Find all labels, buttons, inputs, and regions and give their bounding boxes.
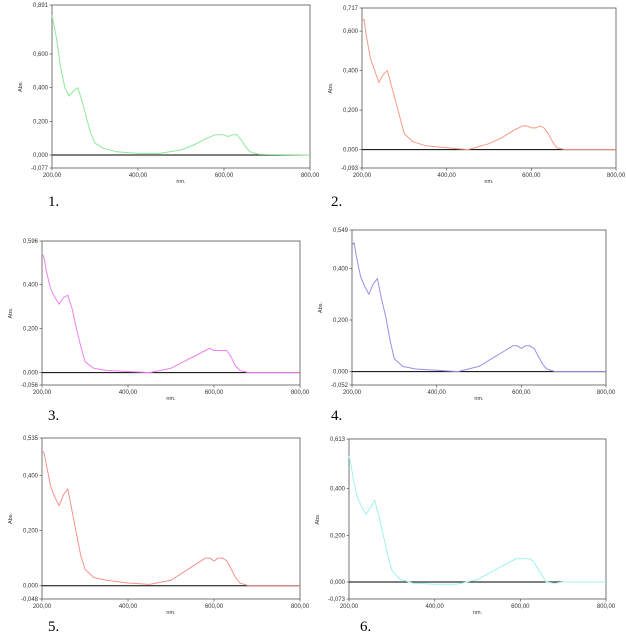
y-tick-label: 0,400 bbox=[330, 487, 346, 493]
y-tick-label: 0,400 bbox=[23, 473, 39, 479]
y-tick-label: -0,073 bbox=[328, 597, 346, 603]
y-tick-label: 0,000 bbox=[343, 148, 359, 154]
x-tick-label: 400,00 bbox=[119, 390, 138, 396]
chart-panel: 0,613 0,400 0,200 0,000 -0,073 200,00 400,00 60… bbox=[310, 432, 626, 640]
y-tick-label: 0,596 bbox=[23, 239, 39, 245]
y-tick-label: 0,200 bbox=[33, 119, 49, 125]
y-tick-label: 0,717 bbox=[343, 6, 359, 12]
panel-number: 1. bbox=[48, 194, 60, 210]
y-tick-label: -0,093 bbox=[341, 166, 359, 172]
y-tick-label: 0,600 bbox=[343, 29, 359, 35]
chart-panel: 0,891 0,600 0,400 0,200 0,000 -0,077 200,00 400… bbox=[0, 0, 320, 215]
x-tick-label: 400,00 bbox=[437, 173, 456, 179]
x-tick-label: 400,00 bbox=[129, 173, 148, 179]
x-tick-label: 800,00 bbox=[291, 604, 310, 610]
panel-number: 6. bbox=[360, 619, 372, 635]
x-tick-label: 400,00 bbox=[119, 604, 138, 610]
y-axis-label: Abs. bbox=[315, 513, 321, 524]
x-tick-label: 600,00 bbox=[205, 390, 224, 396]
y-tick-label: 0,600 bbox=[33, 52, 49, 58]
spectrum-line bbox=[351, 242, 606, 373]
plot-frame bbox=[51, 4, 311, 169]
x-axis-label: nm. bbox=[484, 179, 494, 185]
x-tick-label: 200,00 bbox=[343, 390, 362, 396]
panel-number: 4. bbox=[331, 408, 343, 424]
chart-panel: 0,549 0,400 0,200 0,000 -0,052 200,00 400,00 60… bbox=[310, 218, 626, 428]
x-axis-label: nm. bbox=[166, 396, 176, 402]
spectrum-line bbox=[41, 253, 300, 374]
spectrum-line bbox=[361, 18, 616, 151]
y-tick-label: 0,200 bbox=[330, 533, 346, 539]
panel-number: 3. bbox=[48, 408, 60, 424]
x-tick-label: 200,00 bbox=[340, 604, 359, 610]
x-tick-label: 800,00 bbox=[291, 390, 310, 396]
plot-frame bbox=[348, 438, 607, 600]
x-tick-label: 600,00 bbox=[522, 173, 541, 179]
y-tick-label: 0,400 bbox=[333, 266, 349, 272]
x-tick-label: 800,00 bbox=[301, 173, 320, 179]
y-tick-label: -0,077 bbox=[31, 166, 49, 172]
x-tick-label: 800,00 bbox=[607, 173, 626, 179]
spectrum-line bbox=[41, 450, 300, 587]
y-tick-label: 0,891 bbox=[33, 3, 49, 9]
y-tick-label: -0,052 bbox=[331, 383, 349, 389]
x-tick-label: 400,00 bbox=[425, 604, 444, 610]
y-tick-label: 0,400 bbox=[23, 282, 39, 288]
y-tick-label: 0,200 bbox=[343, 108, 359, 114]
y-tick-label: 0,400 bbox=[33, 86, 49, 92]
x-axis-label: nm. bbox=[474, 396, 484, 402]
spectrum-line bbox=[348, 455, 606, 585]
y-tick-label: 0,549 bbox=[333, 228, 349, 234]
x-tick-label: 600,00 bbox=[215, 173, 234, 179]
panel-number: 5. bbox=[48, 619, 60, 635]
x-tick-label: 200,00 bbox=[43, 173, 62, 179]
x-tick-label: 600,00 bbox=[512, 390, 531, 396]
x-axis-label: nm. bbox=[473, 610, 483, 616]
panel-number: 2. bbox=[331, 194, 343, 210]
y-tick-label: 0,000 bbox=[33, 153, 49, 159]
x-tick-label: 200,00 bbox=[33, 390, 52, 396]
x-axis-label: nm. bbox=[166, 610, 176, 616]
y-axis-label: Abs. bbox=[318, 302, 324, 313]
x-tick-label: 200,00 bbox=[33, 604, 52, 610]
x-tick-label: 800,00 bbox=[597, 604, 616, 610]
x-tick-label: 200,00 bbox=[353, 173, 372, 179]
y-tick-label: -0,056 bbox=[21, 383, 39, 389]
y-tick-label: 0,613 bbox=[330, 437, 346, 443]
y-axis-label: Abs. bbox=[8, 513, 14, 524]
x-tick-label: 600,00 bbox=[511, 604, 530, 610]
y-tick-label: 0,000 bbox=[23, 584, 39, 590]
y-tick-label: 0,400 bbox=[343, 69, 359, 75]
chart-panel: 0,596 0,400 0,200 0,000 -0,056 200,00 400,00 60… bbox=[0, 218, 310, 428]
y-tick-label: 0,000 bbox=[330, 580, 346, 586]
plot-frame bbox=[361, 7, 617, 169]
y-tick-label: -0,048 bbox=[21, 597, 39, 603]
y-tick-label: 0,000 bbox=[23, 371, 39, 377]
y-tick-label: 0,000 bbox=[333, 370, 349, 376]
x-tick-label: 400,00 bbox=[427, 390, 446, 396]
x-tick-label: 800,00 bbox=[597, 390, 616, 396]
chart-panel: 0,717 0,600 0,400 0,200 0,000 -0,093 200,00 400… bbox=[310, 0, 626, 215]
y-tick-label: 0,200 bbox=[23, 326, 39, 332]
x-axis-label: nm. bbox=[176, 179, 186, 185]
y-tick-label: 0,200 bbox=[333, 318, 349, 324]
plot-frame bbox=[41, 437, 301, 600]
y-tick-label: 0,200 bbox=[23, 529, 39, 535]
y-axis-label: Abs. bbox=[18, 81, 24, 92]
x-tick-label: 600,00 bbox=[205, 604, 224, 610]
spectrum-line bbox=[51, 15, 311, 156]
y-axis-label: Abs. bbox=[328, 82, 334, 93]
plot-frame bbox=[351, 229, 607, 386]
plot-frame bbox=[41, 240, 301, 386]
y-axis-label: Abs. bbox=[8, 307, 14, 318]
y-tick-label: 0,535 bbox=[23, 436, 39, 442]
chart-panel: 0,535 0,400 0,200 0,000 -0,048 200,00 400,00 60… bbox=[0, 432, 310, 640]
